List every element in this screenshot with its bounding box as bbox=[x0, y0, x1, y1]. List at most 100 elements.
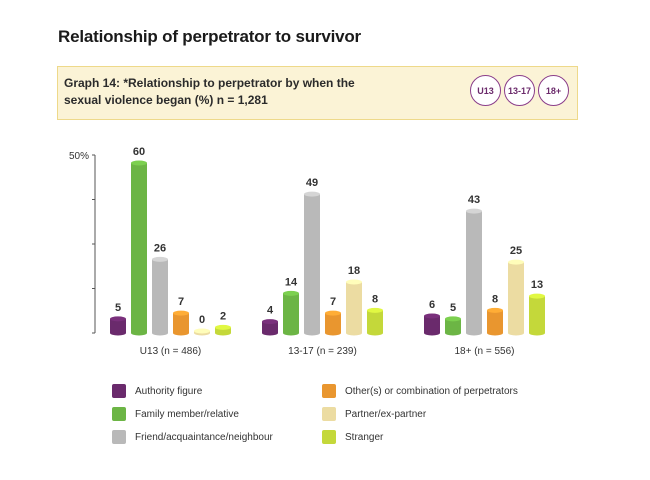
bar-base bbox=[367, 330, 383, 336]
bar bbox=[152, 259, 168, 333]
bar-cap bbox=[487, 307, 503, 313]
data-label: 5 bbox=[115, 302, 121, 314]
bar bbox=[131, 163, 147, 333]
legend-item: Friend/acquaintance/neighbour bbox=[112, 430, 273, 444]
bar-base bbox=[283, 330, 299, 336]
bar bbox=[508, 262, 524, 333]
bar-base bbox=[304, 330, 320, 336]
bar-base bbox=[215, 330, 231, 336]
bar bbox=[173, 313, 189, 333]
graph-title: Graph 14: *Relationship to perpetrator b… bbox=[64, 76, 355, 107]
bar-base bbox=[346, 330, 362, 336]
bar bbox=[304, 194, 320, 333]
bar-cap bbox=[508, 259, 524, 265]
bar-base bbox=[262, 330, 278, 336]
data-label: 6 bbox=[429, 299, 435, 311]
legend-label: Friend/acquaintance/neighbour bbox=[135, 431, 273, 443]
badge-18-plus[interactable]: 18+ bbox=[538, 75, 569, 106]
badge-u13[interactable]: U13 bbox=[470, 75, 501, 106]
data-label: 5 bbox=[450, 302, 456, 314]
legend-item: Other(s) or combination of perpetrators bbox=[322, 384, 518, 398]
data-label: 14 bbox=[285, 276, 298, 288]
data-label: 26 bbox=[154, 242, 166, 254]
data-label: 49 bbox=[306, 177, 318, 189]
bar-cap bbox=[529, 293, 545, 299]
legend-label: Stranger bbox=[345, 431, 384, 443]
bar bbox=[487, 310, 503, 333]
data-label: 60 bbox=[133, 146, 145, 158]
legend-item: Partner/ex-partner bbox=[322, 407, 426, 421]
legend-item: Stranger bbox=[322, 430, 383, 444]
bar bbox=[110, 318, 126, 333]
legend-swatch bbox=[322, 384, 336, 398]
legend-swatch bbox=[112, 430, 126, 444]
bar-cap bbox=[346, 279, 362, 285]
bar-cap bbox=[304, 191, 320, 197]
bar bbox=[424, 316, 440, 333]
page-title: Relationship of perpetrator to survivor bbox=[58, 27, 361, 46]
legend-label: Authority figure bbox=[135, 385, 203, 397]
category-label: U13 (n = 486) bbox=[140, 346, 201, 357]
graph-header-box: Graph 14: *Relationship to perpetrator b… bbox=[57, 66, 578, 120]
legend-label: Partner/ex-partner bbox=[345, 408, 427, 420]
data-label: 8 bbox=[492, 293, 498, 305]
bar-base bbox=[508, 330, 524, 336]
bar bbox=[466, 211, 482, 333]
bar-base bbox=[152, 330, 168, 336]
bar-cap bbox=[173, 310, 189, 316]
bar-base bbox=[325, 330, 341, 336]
bar-cap bbox=[466, 208, 482, 214]
bar-base bbox=[173, 330, 189, 336]
legend-swatch bbox=[322, 407, 336, 421]
data-label: 7 bbox=[178, 296, 184, 308]
y-tick-label: 50% bbox=[69, 151, 89, 162]
bar-base bbox=[110, 330, 126, 336]
bar-cap bbox=[152, 256, 168, 262]
data-label: 25 bbox=[510, 245, 522, 257]
bar-cap bbox=[131, 160, 147, 166]
data-label: 8 bbox=[372, 293, 378, 305]
bar bbox=[262, 321, 278, 333]
data-label: 2 bbox=[220, 310, 226, 322]
data-label: 0 bbox=[199, 314, 205, 326]
bar-cap bbox=[194, 328, 210, 334]
data-label: 43 bbox=[468, 194, 480, 206]
bar bbox=[346, 282, 362, 333]
bar bbox=[283, 293, 299, 333]
bar-cap bbox=[424, 313, 440, 319]
category-label: 18+ (n = 556) bbox=[454, 346, 514, 357]
bar bbox=[529, 296, 545, 333]
bar-cap bbox=[325, 310, 341, 316]
legend-item: Authority figure bbox=[112, 384, 202, 398]
bar-cap bbox=[215, 324, 231, 330]
legend-item: Family member/relative bbox=[112, 407, 239, 421]
age-badges: U13 13-17 18+ bbox=[470, 75, 569, 106]
bar-base bbox=[487, 330, 503, 336]
legend-label: Family member/relative bbox=[135, 408, 239, 420]
bar-base bbox=[131, 330, 147, 336]
bar-base bbox=[424, 330, 440, 336]
bar-cap bbox=[110, 316, 126, 322]
legend-swatch bbox=[112, 407, 126, 421]
bar-cap bbox=[367, 307, 383, 313]
category-label: 13-17 (n = 239) bbox=[288, 346, 357, 357]
bar-base bbox=[529, 330, 545, 336]
data-label: 4 bbox=[267, 305, 274, 317]
badge-13-17[interactable]: 13-17 bbox=[504, 75, 535, 106]
bar bbox=[325, 313, 341, 333]
legend-label: Other(s) or combination of perpetrators bbox=[345, 385, 518, 397]
bar bbox=[445, 318, 461, 333]
legend-swatch bbox=[322, 430, 336, 444]
bar-base bbox=[466, 330, 482, 336]
bar bbox=[215, 327, 231, 333]
data-label: 13 bbox=[531, 279, 543, 291]
bar-cap bbox=[283, 290, 299, 296]
bar-cap bbox=[445, 316, 461, 322]
data-label: 7 bbox=[330, 296, 336, 308]
data-label: 18 bbox=[348, 265, 360, 277]
bar-base bbox=[445, 330, 461, 336]
legend-swatch bbox=[112, 384, 126, 398]
bar bbox=[367, 310, 383, 333]
bar-cap bbox=[262, 319, 278, 325]
